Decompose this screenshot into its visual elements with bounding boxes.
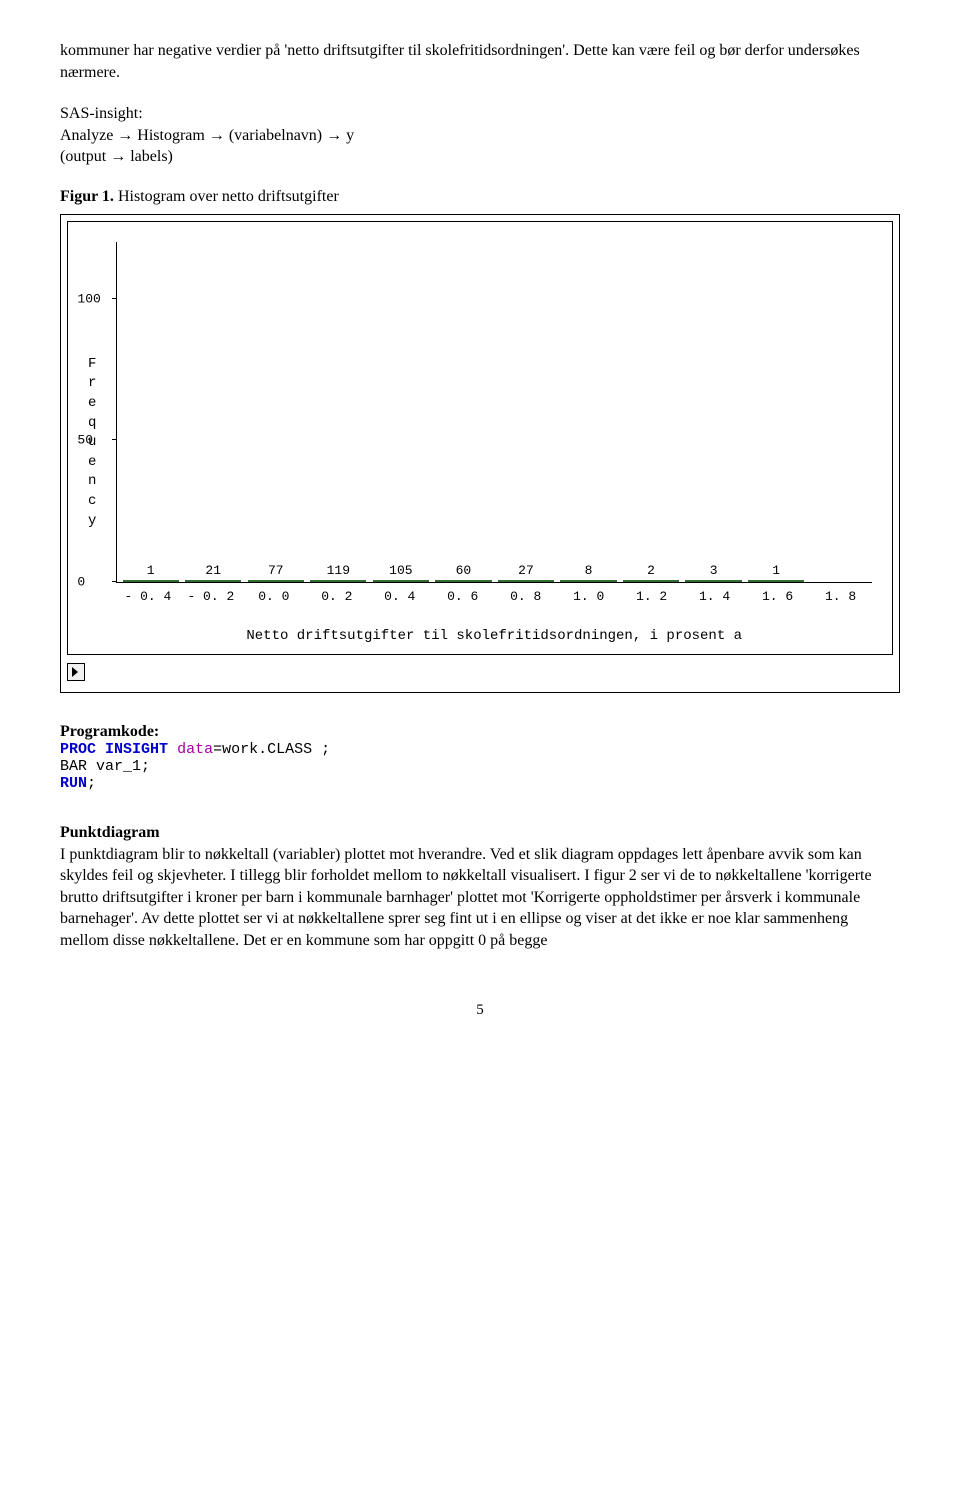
bar-slot: 105 [370,563,433,582]
bar-slot: 2 [620,563,683,582]
figure-caption-bold: Figur 1. [60,188,114,205]
bar-value-label: 105 [389,563,412,578]
kw-run: RUN [60,775,87,792]
y-axis-letter: e [88,453,96,473]
plot-column: 1005001217711910560278231 - 0. 4- 0. 20.… [116,242,872,644]
programkode-label: Programkode: [60,723,900,741]
y-axis-letter: e [88,394,96,414]
bar-slot: 1 [119,563,182,582]
histogram-bar [310,580,366,582]
lit-data: data [177,741,213,758]
bar-slot: 60 [432,563,495,582]
x-tick-label: 0. 8 [494,589,557,604]
x-tick-label: 1. 2 [620,589,683,604]
code-bar-line: BAR var_1; [60,758,150,775]
x-tick-label: 1. 6 [746,589,809,604]
scroll-handle-icon[interactable] [67,663,85,681]
code-run-semicolon: ; [87,775,96,792]
bar-value-label: 3 [710,563,718,578]
histogram-bar [685,580,741,582]
code-work-class: =work.CLASS ; [213,741,330,758]
x-tick-label: 0. 2 [305,589,368,604]
bar-value-label: 21 [205,563,221,578]
y-tick-label: 100 [77,291,100,306]
punktdiagram-heading: Punktdiagram [60,824,160,841]
bar-slot: 1 [745,563,808,582]
sas-line-1: SAS-insight: [60,103,900,125]
plot-area: 1005001217711910560278231 [116,242,872,583]
y-axis-letter: y [88,512,96,532]
bar-slot: 21 [182,563,245,582]
histogram-bar [185,580,241,582]
y-axis-letter: F [88,355,96,375]
page-number: 5 [60,1002,900,1019]
histogram-bar [435,580,491,582]
bar-value-label: 119 [327,563,350,578]
kw-insight: INSIGHT [105,741,168,758]
sas-instructions: SAS-insight: Analyze → Histogram → (vari… [60,103,900,168]
histogram-bar [748,580,804,582]
histogram-chart-inner: Frequency 1005001217711910560278231 - 0.… [67,221,893,655]
bar-value-label: 1 [772,563,780,578]
histogram-chart-outer: Frequency 1005001217711910560278231 - 0.… [60,214,900,693]
x-tick-label: - 0. 2 [179,589,242,604]
bar-value-label: 77 [268,563,284,578]
histogram-bar [498,580,554,582]
kw-proc: PROC [60,741,96,758]
x-tick-label: 0. 4 [368,589,431,604]
y-axis-letter: c [88,492,96,512]
y-axis-letter: n [88,472,96,492]
program-code-block: Programkode: PROC INSIGHT data=work.CLAS… [60,723,900,792]
histogram-bar [623,580,679,582]
code-listing: PROC INSIGHT data=work.CLASS ; BAR var_1… [60,741,900,792]
bar-slot: 8 [557,563,620,582]
histogram-bar [123,580,179,582]
x-tick-label: 1. 4 [683,589,746,604]
bar-slot: 27 [495,563,558,582]
sas-line-2: Analyze → Histogram → (variabelnavn) → y [60,125,900,147]
x-axis-label: Netto driftsutgifter til skolefritidsord… [116,628,872,644]
histogram-bar [373,580,429,582]
figure-caption-text: Histogram over netto driftsutgifter [114,188,339,205]
histogram-bar [248,580,304,582]
y-tick-label: 50 [77,433,93,448]
punktdiagram-body: I punktdiagram blir to nøkkeltall (varia… [60,846,872,949]
x-tick-label: 0. 6 [431,589,494,604]
y-tick-mark [112,439,117,440]
bar-value-label: 8 [585,563,593,578]
figure-caption: Figur 1. Histogram over netto driftsutgi… [60,188,900,206]
y-tick-label: 0 [77,574,85,589]
histogram-bar [560,580,616,582]
x-tick-label: 0. 0 [242,589,305,604]
x-tick-label: 1. 8 [809,589,872,604]
y-axis-letter: r [88,374,96,394]
bar-value-label: 27 [518,563,534,578]
intro-paragraph: kommuner har negative verdier på 'netto … [60,40,900,83]
x-axis-ticks: - 0. 4- 0. 20. 00. 20. 40. 60. 81. 01. 2… [116,589,872,604]
bar-value-label: 2 [647,563,655,578]
x-tick-label: 1. 0 [557,589,620,604]
punktdiagram-section: Punktdiagram I punktdiagram blir to nøkk… [60,822,900,952]
bar-slot: 77 [245,563,308,582]
y-axis-letter: q [88,414,96,434]
y-tick-mark [112,298,117,299]
sas-line-3: (output → labels) [60,146,900,168]
y-tick-mark [112,581,117,582]
bar-value-label: 1 [147,563,155,578]
x-tick-label: - 0. 4 [116,589,179,604]
bar-slot: 3 [682,563,745,582]
bar-value-label: 60 [456,563,472,578]
bar-slot: 119 [307,563,370,582]
